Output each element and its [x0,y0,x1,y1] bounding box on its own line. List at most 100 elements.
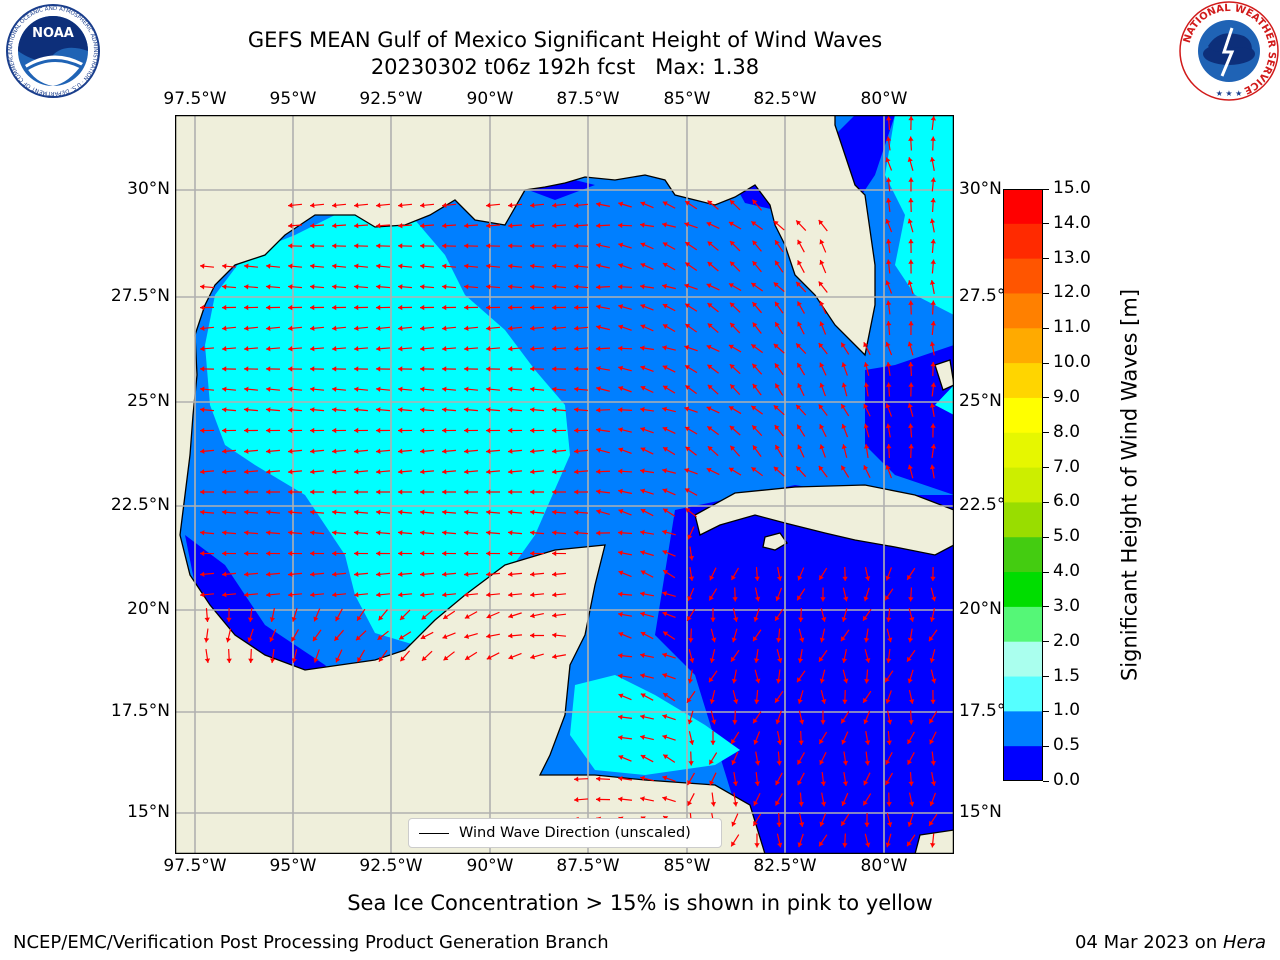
wave-direction-arrowhead [508,550,513,557]
wave-direction-arrowhead [864,740,871,745]
wave-direction-arrowhead [929,280,936,285]
wave-direction-arrowhead [907,739,912,745]
colorbar-band [1003,223,1043,260]
wave-direction-arrowhead [530,243,535,249]
wave-direction-arrowhead [618,775,623,782]
wave-direction-arrowhead [640,345,645,351]
wave-direction-arrowhead [618,488,623,495]
wave-direction-arrowhead [244,592,249,598]
lat-label-left: 25°N [127,391,170,411]
wave-direction-arrowhead [930,239,936,244]
wave-direction-arrowhead [618,222,623,229]
lon-label-top: 80°W [860,89,908,109]
wave-direction-arrowhead [552,407,557,413]
wave-direction-arrowhead [398,469,403,475]
wave-direction-arrowhead [885,658,892,663]
wave-direction-arrowhead [886,239,892,244]
wave-direction-arrowhead [376,325,381,331]
wave-direction-arrowhead [376,243,381,249]
wave-direction-arrowhead [618,407,623,413]
wave-direction-arrowhead [266,530,271,536]
wave-direction-arrowhead [618,447,624,453]
wave-direction-arrowhead [225,637,231,643]
wave-direction-arrowhead [863,382,870,388]
wave-direction-arrowhead [754,576,760,581]
wave-direction-arrowhead [640,529,645,536]
wave-direction-arrowhead [907,464,913,470]
wave-direction-arrowhead [508,325,513,331]
wave-direction-arrowhead [930,760,936,766]
wave-direction-arrowhead [310,304,315,311]
wave-direction-arrowhead [820,720,826,725]
wave-direction-arrowhead [508,202,513,208]
colorbar-tick [1043,641,1049,643]
wave-direction-arrowhead [530,469,535,475]
wave-direction-arrowhead [398,427,403,434]
wave-direction-arrowhead [574,284,579,290]
wave-direction-arrowhead [706,406,712,412]
wave-direction-arrowhead [773,466,779,472]
wave-direction-arrowhead [863,342,869,348]
wave-direction-arrowhead [908,116,914,121]
wave-direction-arrowhead [464,263,469,269]
wave-direction-arrowhead [885,698,891,704]
wave-direction-arrowhead [662,796,668,802]
wave-direction-arrowhead [354,284,359,290]
wave-direction-arrowhead [662,426,668,432]
wave-direction-arrowhead [244,469,249,475]
wave-direction-arrowhead [530,263,535,269]
wave-direction-arrowhead [618,653,623,659]
wave-direction-arrowhead [776,740,783,745]
wave-direction-arrowhead [244,489,249,495]
wave-direction-arrowhead [775,260,780,266]
wave-direction-arrowhead [530,571,535,577]
wave-direction-arrowhead [552,223,557,229]
wave-direction-arrowhead [357,657,362,663]
wave-direction-arrowhead [574,509,579,515]
wave-direction-arrowhead [908,321,914,326]
wave-direction-arrowhead [662,673,668,679]
wave-direction-arrowhead [929,157,936,162]
wave-direction-arrowhead [310,550,315,557]
wave-direction-arrowhead [684,426,690,432]
wave-direction-arrowhead [354,427,359,434]
wave-direction-arrowhead [618,324,624,330]
wave-direction-arrowhead [751,344,757,350]
wave-direction-arrowhead [266,509,271,515]
wave-direction-arrowhead [486,427,491,434]
wave-direction-arrowhead [530,366,535,372]
legend-line-swatch [419,832,449,834]
lon-label-bottom: 97.5°W [163,856,227,876]
wave-direction-arrowhead [288,489,293,495]
wave-direction-arrowhead [596,796,601,803]
wave-direction-arrowhead [706,344,712,350]
legend-label: Wind Wave Direction (unscaled) [459,825,691,841]
wave-direction-arrowhead [733,699,739,704]
wave-direction-arrowhead [248,617,254,622]
wave-direction-arrowhead [640,550,646,556]
wave-direction-arrowhead [508,243,513,249]
wave-direction-arrowhead [753,718,758,724]
wave-direction-arrowhead [886,740,892,745]
wave-direction-arrowhead [442,592,447,598]
wave-direction-arrowhead [244,550,249,557]
wave-direction-arrowhead [886,177,892,182]
wave-direction-arrowhead [354,509,359,515]
wave-direction-arrowhead [464,304,469,311]
wave-direction-arrowhead [662,283,667,289]
wave-direction-arrowhead [266,325,271,331]
wave-direction-arrowhead [313,657,319,663]
colorbar-tick-label: 5.0 [1053,526,1081,547]
wave-direction-arrowhead [552,263,557,269]
wave-direction-arrowhead [222,530,227,536]
colorbar-band [1003,258,1043,294]
wave-direction-arrowhead [442,634,448,640]
wave-direction-arrowhead [773,405,779,411]
wave-direction-arrowhead [420,592,425,598]
wave-direction-arrowhead [796,343,802,349]
wave-direction-arrowhead [731,821,737,827]
colorbar-tick-label: 0.5 [1053,735,1081,756]
wave-direction-arrowhead [508,407,513,413]
wave-direction-arrowhead [863,465,869,471]
wave-direction-arrowhead [709,759,714,765]
